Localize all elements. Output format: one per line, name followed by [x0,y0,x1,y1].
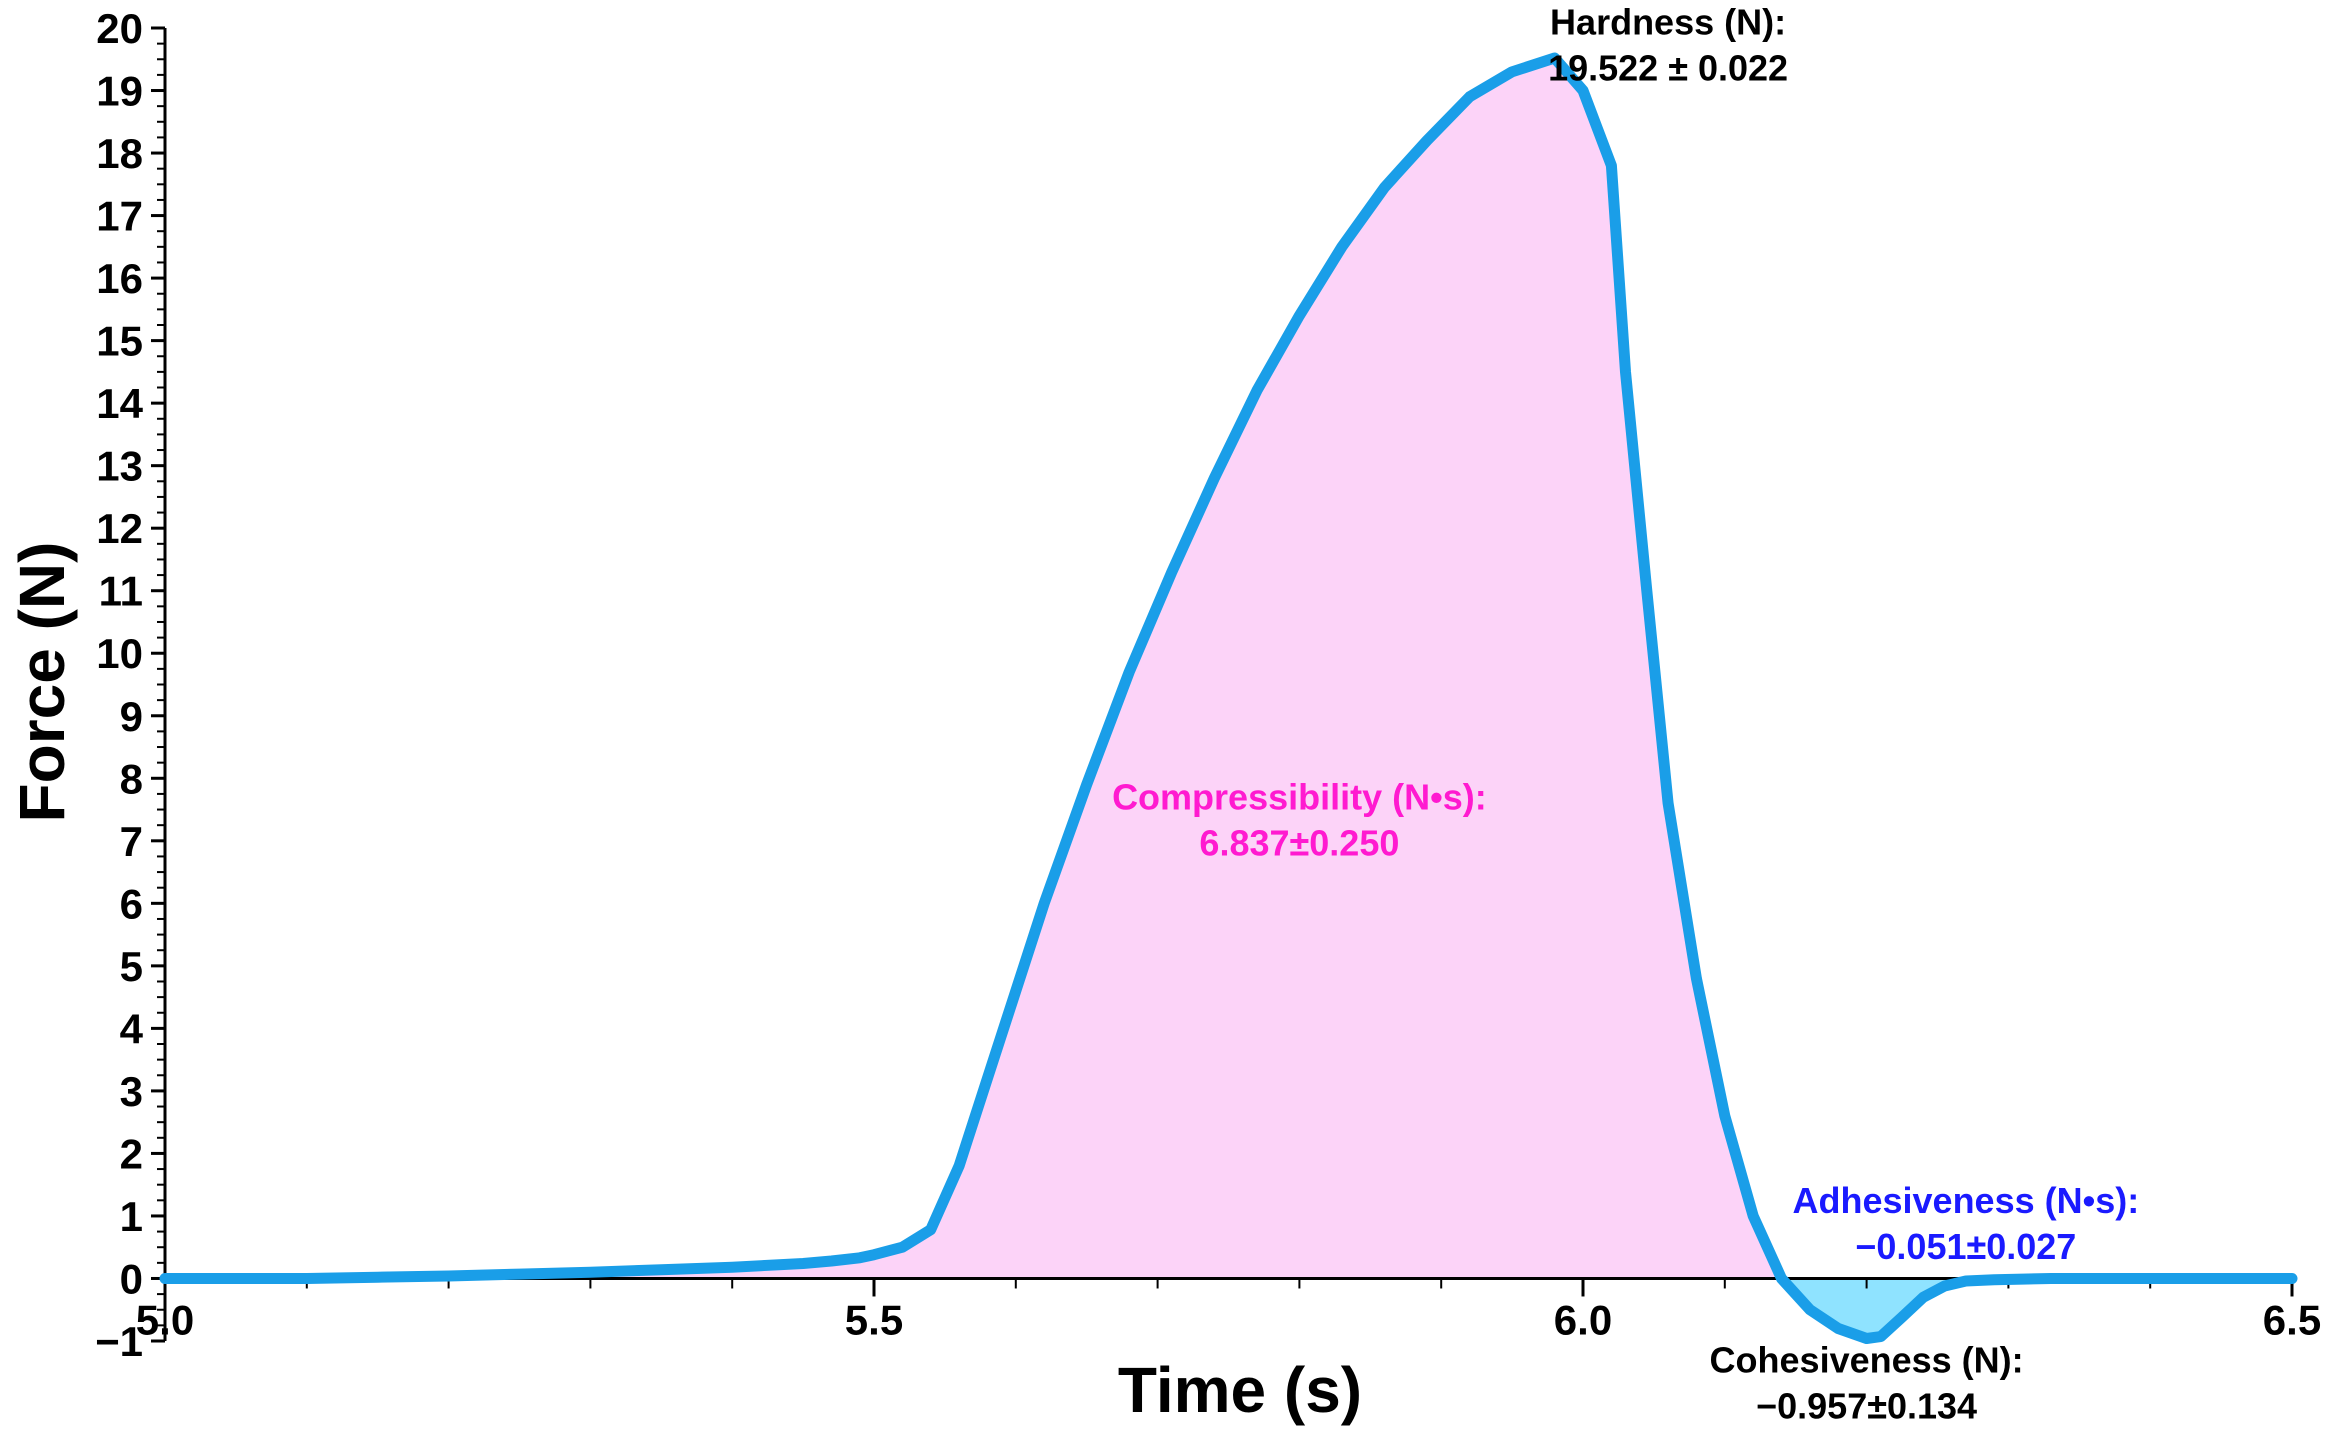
x-tick-label: 5.0 [136,1296,194,1343]
compressibility-area [165,58,1786,1279]
y-tick-label: 13 [96,443,143,490]
y-tick-label: 5 [120,943,143,990]
compressibility-annotation-label: Compressibility (N•s): [1112,777,1487,818]
y-tick-label: 8 [120,755,143,802]
hardness-annotation: Hardness (N): 19.522 ± 0.022 [1548,1,1788,88]
x-tick-label: 6.0 [1554,1296,1612,1343]
adhesiveness-annotation-label: Adhesiveness (N•s): [1793,1180,2140,1221]
y-tick-label: 4 [120,1005,144,1052]
line-layer [159,52,2298,1344]
y-tick-label: 12 [96,505,143,552]
y-tick-label: 14 [96,380,143,427]
force-curve [159,52,2298,1344]
y-tick-label: 0 [120,1255,143,1302]
hardness-annotation-label: Hardness (N): [1550,1,1786,42]
y-tick-label: 7 [120,818,143,865]
cohesiveness-annotation: Cohesiveness (N): −0.957±0.134 [1710,1339,2024,1426]
cohesiveness-annotation-value: −0.957±0.134 [1756,1385,1977,1426]
annotations-layer: Hardness (N): 19.522 ± 0.022 Compressibili… [1112,1,2139,1426]
y-tick-label: 17 [96,193,143,240]
y-axis-title: Force (N) [6,542,78,823]
x-tick-label: 6.5 [2263,1296,2321,1343]
y-tick-label: 3 [120,1068,143,1115]
fill-layer [165,58,2013,1339]
y-tick-label: 16 [96,255,143,302]
y-tick-label: 18 [96,130,143,177]
y-tick-label: 10 [96,630,143,677]
adhesiveness-annotation: Adhesiveness (N•s): −0.051±0.027 [1793,1180,2140,1267]
y-tick-label: 19 [96,68,143,115]
y-tick-label: 15 [96,318,143,365]
x-tick-label: 5.5 [845,1296,903,1343]
cohesiveness-annotation-label: Cohesiveness (N): [1710,1339,2024,1380]
y-tick-label: −1 [95,1318,143,1365]
y-tick-label: 9 [120,693,143,740]
y-tick-label: 2 [120,1130,143,1177]
compressibility-annotation: Compressibility (N•s): 6.837±0.250 [1112,777,1487,864]
y-tick-label: 11 [99,568,143,615]
adhesiveness-annotation-value: −0.051±0.027 [1855,1226,2076,1267]
x-axis-title: Time (s) [1118,1354,1362,1426]
y-tick-label: 6 [120,880,143,927]
adhesiveness-area [1785,1278,2013,1339]
y-tick-label: 1 [120,1193,143,1240]
hardness-annotation-value: 19.522 ± 0.022 [1548,47,1788,88]
compressibility-annotation-value: 6.837±0.250 [1199,823,1399,864]
y-tick-label: 20 [96,5,143,52]
